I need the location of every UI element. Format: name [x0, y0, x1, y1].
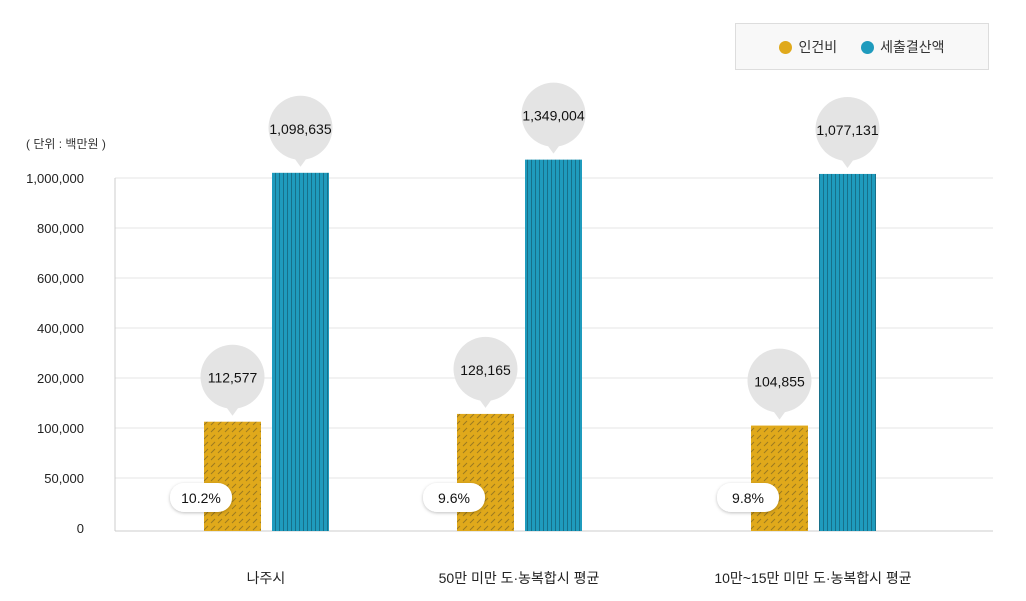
bar-personnel: [204, 421, 261, 531]
value-label: 128,165: [460, 362, 511, 378]
y-tick-label: 800,000: [37, 221, 84, 236]
value-label: 112,577: [208, 370, 258, 386]
legend-dot-icon: [779, 40, 793, 54]
value-bubble: [268, 95, 333, 160]
y-tick-label: 50,000: [44, 471, 84, 486]
bar-expenditure: [525, 159, 582, 532]
value-bubble: [747, 348, 812, 413]
value-bubble: [815, 96, 880, 161]
legend: 인건비 세출결산액: [735, 23, 989, 70]
value-label: 1,098,635: [269, 121, 331, 137]
bar-expenditure: [819, 173, 876, 531]
y-tick-label: 0: [77, 521, 84, 536]
ratio-label: 10.2%: [181, 490, 221, 506]
unit-label: ( 단위 : 백만원 ): [26, 137, 106, 151]
legend-dot-icon: [861, 40, 875, 54]
category-label: 50만 미만 도·농복합시 평균: [439, 570, 600, 586]
y-tick-label: 600,000: [37, 271, 84, 286]
value-label: 1,349,004: [522, 108, 584, 124]
category-label: 10만~15만 미만 도·농복합시 평균: [714, 570, 911, 586]
bar-expenditure: [272, 172, 329, 531]
y-tick-label: 100,000: [37, 421, 84, 436]
value-bubble: [200, 344, 265, 409]
category-label: 나주시: [247, 570, 286, 586]
ratio-pill: [423, 483, 485, 512]
value-label: 104,855: [754, 374, 805, 390]
legend-label: 인건비: [798, 38, 838, 55]
legend-label: 세출결산액: [880, 38, 945, 55]
legend-item-expenditure[interactable]: 세출결산액: [861, 37, 945, 57]
y-tick-label: 400,000: [37, 321, 84, 336]
value-bubble: [521, 82, 586, 147]
y-tick-label: 1,000,000: [26, 171, 84, 186]
ratio-label: 9.8%: [732, 490, 764, 506]
legend-item-personnel[interactable]: 인건비: [779, 37, 837, 57]
ratio-label: 9.6%: [438, 490, 470, 506]
y-tick-label: 200,000: [37, 371, 84, 386]
value-bubble: [453, 336, 518, 401]
bar-personnel: [457, 413, 514, 531]
ratio-pill: [717, 483, 779, 512]
value-label: 1,077,131: [816, 122, 878, 138]
bar-personnel: [751, 425, 808, 531]
ratio-pill: [170, 483, 232, 512]
